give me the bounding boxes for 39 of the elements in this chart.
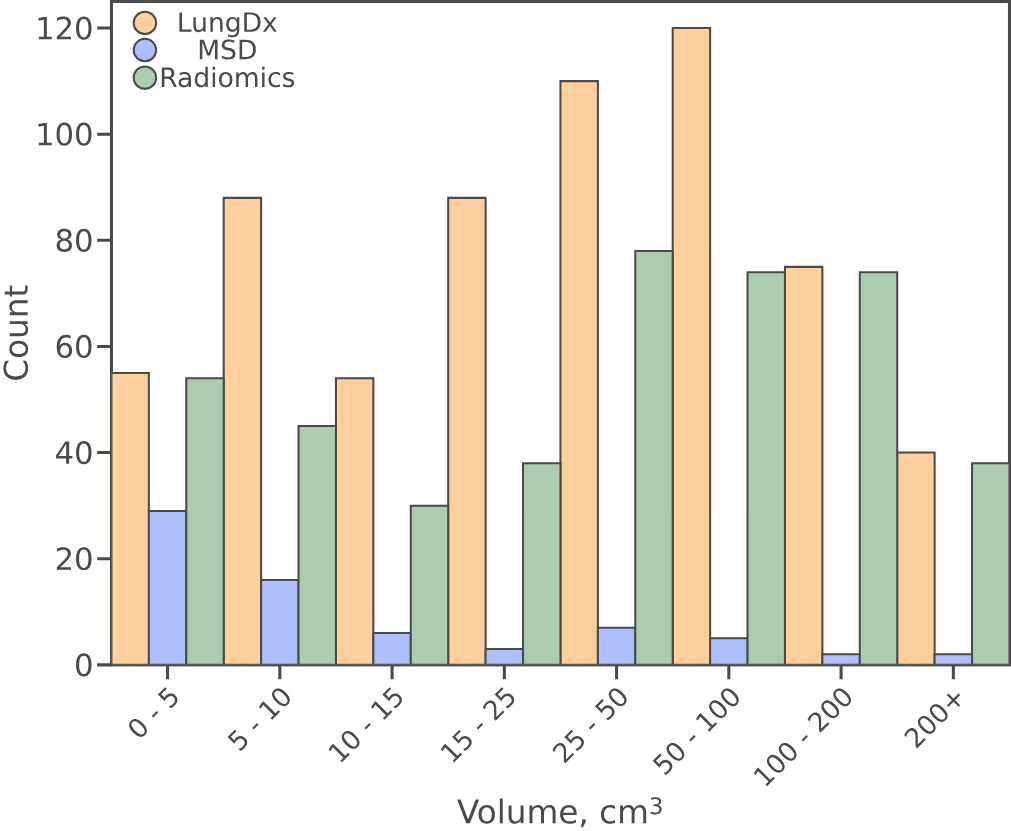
bar bbox=[148, 511, 187, 666]
y-tick-label: 100 bbox=[38, 122, 92, 146]
x-tick-label: 0 - 5 bbox=[129, 687, 178, 738]
bar bbox=[523, 463, 561, 666]
y-tick-label: 120 bbox=[38, 16, 92, 40]
legend-label: LungDx bbox=[179, 12, 277, 38]
y-tick-label: 60 bbox=[56, 335, 92, 359]
bar bbox=[298, 426, 336, 666]
bar bbox=[560, 81, 598, 666]
y-tick-label: 40 bbox=[56, 441, 92, 465]
y-axis-title: Count bbox=[3, 285, 29, 381]
x-tick-label: 5 - 10 bbox=[227, 688, 290, 752]
bar bbox=[223, 198, 262, 666]
y-tick-label: 20 bbox=[56, 547, 92, 571]
x-tick-label: 15 - 25 bbox=[440, 687, 515, 763]
legend-label: Radiomics bbox=[161, 67, 295, 88]
bar bbox=[971, 462, 1010, 666]
bar bbox=[373, 633, 411, 666]
x-tick-label: 10 - 15 bbox=[328, 687, 402, 763]
bar bbox=[335, 378, 374, 666]
bar bbox=[635, 251, 673, 666]
bar bbox=[784, 267, 823, 666]
bar bbox=[859, 272, 898, 666]
x-axis-title: Volume, cm$^{3}$ bbox=[457, 797, 662, 828]
x-tick-label: 100 - 200 bbox=[753, 688, 852, 787]
bar bbox=[410, 505, 449, 666]
bar bbox=[710, 638, 748, 666]
x-tick-label: 50 - 100 bbox=[652, 688, 739, 775]
bar bbox=[896, 451, 936, 666]
y-tick-label: 0 bbox=[76, 653, 92, 677]
bar bbox=[261, 580, 299, 666]
bar bbox=[448, 198, 486, 666]
x-tick-label: 25 - 50 bbox=[552, 688, 627, 764]
legend-label: MSD bbox=[199, 39, 256, 60]
bar bbox=[672, 28, 711, 666]
bar bbox=[186, 378, 224, 666]
bar bbox=[111, 373, 149, 666]
bar bbox=[747, 272, 785, 666]
y-tick-label: 80 bbox=[56, 228, 92, 253]
